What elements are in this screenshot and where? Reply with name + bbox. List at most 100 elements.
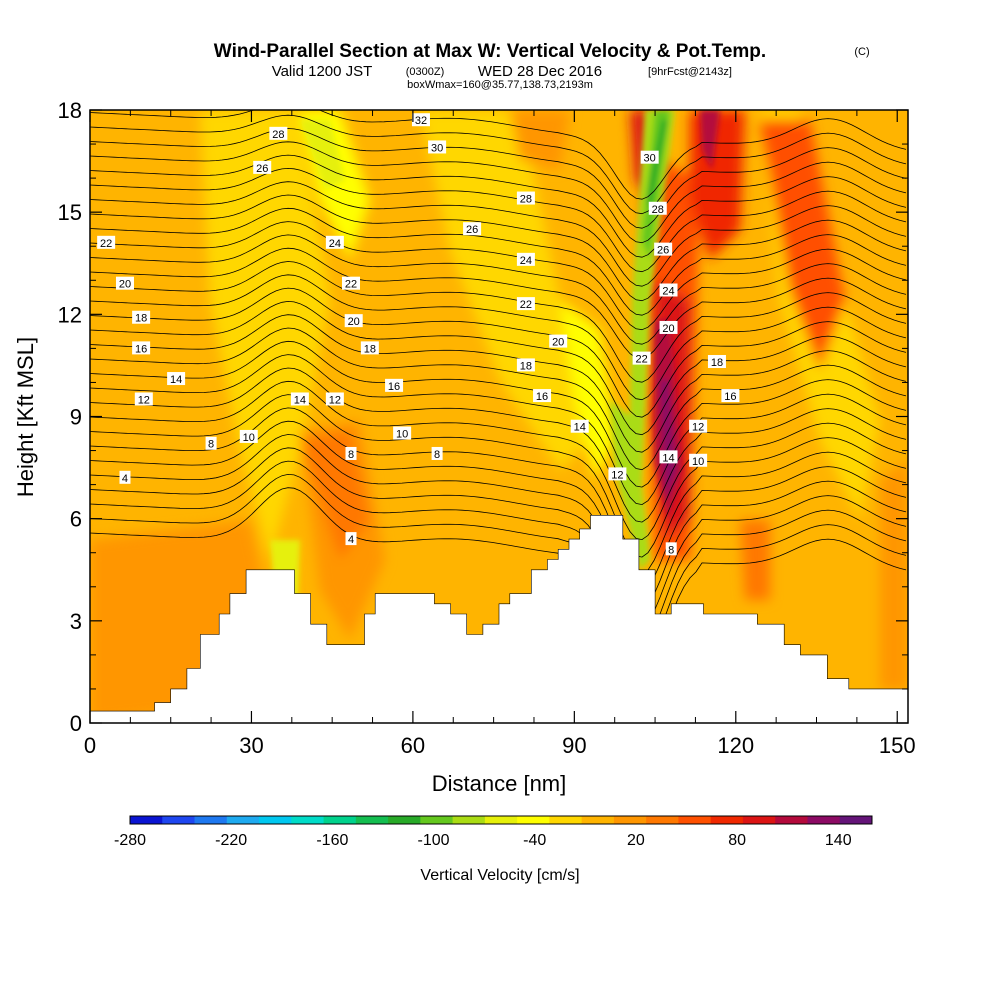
colorbar-swatch (355, 816, 389, 824)
colorbar-swatch (678, 816, 712, 824)
contour-label: 14 (290, 392, 309, 406)
y-tick-label: 15 (58, 200, 82, 225)
colorbar-swatch (291, 816, 325, 824)
velocity-region (510, 110, 570, 170)
contour-label-text: 16 (388, 381, 400, 393)
velocity-region (740, 520, 770, 600)
contour-label-box (393, 426, 412, 440)
colorbar-tick-label: -160 (316, 832, 348, 849)
y-tick-label: 12 (58, 302, 82, 327)
contour-label: 20 (549, 334, 568, 349)
velocity-core (660, 380, 676, 500)
contour-label: 22 (97, 235, 116, 250)
theta-contour-line (90, 394, 907, 558)
theta-contour-line (90, 314, 907, 453)
contour-label-text: 10 (243, 432, 255, 444)
contour-label-text: 30 (644, 153, 656, 165)
theta-contour-line (90, 128, 907, 229)
contour-label: 20 (344, 314, 363, 328)
colorbar-swatch (775, 816, 808, 824)
subtitle-forecast: [9hrFcst@2143z] (648, 66, 732, 78)
theta-contour-line (90, 154, 907, 258)
x-tick-label: 0 (84, 733, 96, 758)
contour-label: 16 (721, 389, 740, 403)
contour-label-text: 28 (272, 129, 284, 141)
contour-label-box (342, 276, 361, 290)
contour-label-box (707, 355, 726, 369)
contour-label-box (132, 310, 151, 324)
subtitle-valid: Valid 1200 JST (272, 63, 373, 80)
contour-label-box (345, 532, 357, 546)
contour-label-text: 18 (520, 360, 532, 372)
contour-label: 16 (385, 378, 404, 393)
theta-contour-line (90, 434, 907, 611)
theta-contour-line (90, 354, 907, 506)
chart-title: Wind-Parallel Section at Max W: Vertical… (214, 41, 766, 62)
colorbar-tick-label: 80 (728, 832, 746, 849)
contour-label: 4 (345, 532, 357, 546)
contour-label-box (654, 242, 673, 256)
contour-label: 8 (205, 436, 217, 451)
contour-label: 18 (360, 341, 379, 355)
contour-label: 16 (132, 341, 151, 355)
contour-label: 8 (345, 446, 357, 461)
contour-label-text: 22 (520, 299, 532, 311)
colorbar-tick-label: 20 (627, 832, 645, 849)
contour-label-box (648, 201, 667, 215)
colorbar-swatch (162, 816, 196, 824)
contour-label: 8 (665, 542, 677, 556)
colorbar-tick-label: -100 (418, 832, 450, 849)
contour-label-box (549, 334, 568, 348)
y-tick-label: 3 (70, 609, 82, 634)
colorbar: -280 -220 -160 -100 -40 20 80 140 (114, 815, 873, 849)
colorbar-tick-label: 140 (825, 832, 852, 849)
theta-contour-line (90, 181, 907, 287)
terrain (90, 515, 908, 723)
contour-label-box (659, 450, 678, 464)
y-tick-label: 18 (58, 98, 82, 123)
velocity-core (610, 400, 650, 570)
x-tick-label: 30 (239, 733, 263, 758)
contour-label-box (659, 320, 678, 334)
subtitle-date: WED 28 Dec 2016 (478, 63, 602, 80)
x-tick-label: 150 (879, 733, 916, 758)
colorbar-swatch (613, 816, 647, 824)
contour-label: 18 (707, 355, 726, 369)
contour-label: 10 (239, 429, 258, 444)
subtitle-box: boxWmax=160@35.77,138.73,2193m (407, 79, 593, 91)
contour-label-text: 24 (662, 285, 674, 297)
theta-contour-line (90, 247, 907, 360)
colorbar-tick-label: -220 (215, 832, 247, 849)
contour-label-text: 20 (552, 337, 564, 349)
contour-label: 12 (608, 467, 627, 481)
contour-label: 18 (516, 358, 535, 372)
contour-label-box (640, 150, 659, 164)
contour-label: 22 (632, 351, 651, 366)
contour-label-text: 4 (122, 473, 128, 485)
colorbar-swatch (710, 816, 744, 824)
contour-label-box (689, 419, 708, 433)
theta-contour-line (90, 367, 907, 523)
colorbar-swatch (420, 816, 454, 824)
contour-label-text: 18 (135, 313, 147, 325)
contour-label-text: 12 (329, 394, 341, 406)
contour-label-box (205, 436, 217, 450)
theta-contour-line (90, 274, 907, 401)
contour-label-box (344, 314, 363, 328)
contour-label: 28 (269, 126, 288, 141)
contour-label: 22 (516, 297, 535, 311)
contour-label-box (428, 140, 447, 154)
contour-label-text: 16 (135, 343, 147, 355)
contour-label-text: 14 (662, 452, 674, 464)
colorbar-swatch (549, 816, 583, 824)
contour-label-text: 26 (657, 245, 669, 257)
contour-label-text: 4 (348, 534, 354, 546)
contour-label-box (659, 283, 678, 297)
contour-label-text: 30 (431, 142, 443, 154)
contour-label-box (516, 297, 535, 311)
contour-label-box (463, 222, 482, 236)
contour-label-box (167, 372, 186, 386)
contour-label-box (345, 446, 357, 460)
contour-label: 26 (253, 160, 272, 175)
